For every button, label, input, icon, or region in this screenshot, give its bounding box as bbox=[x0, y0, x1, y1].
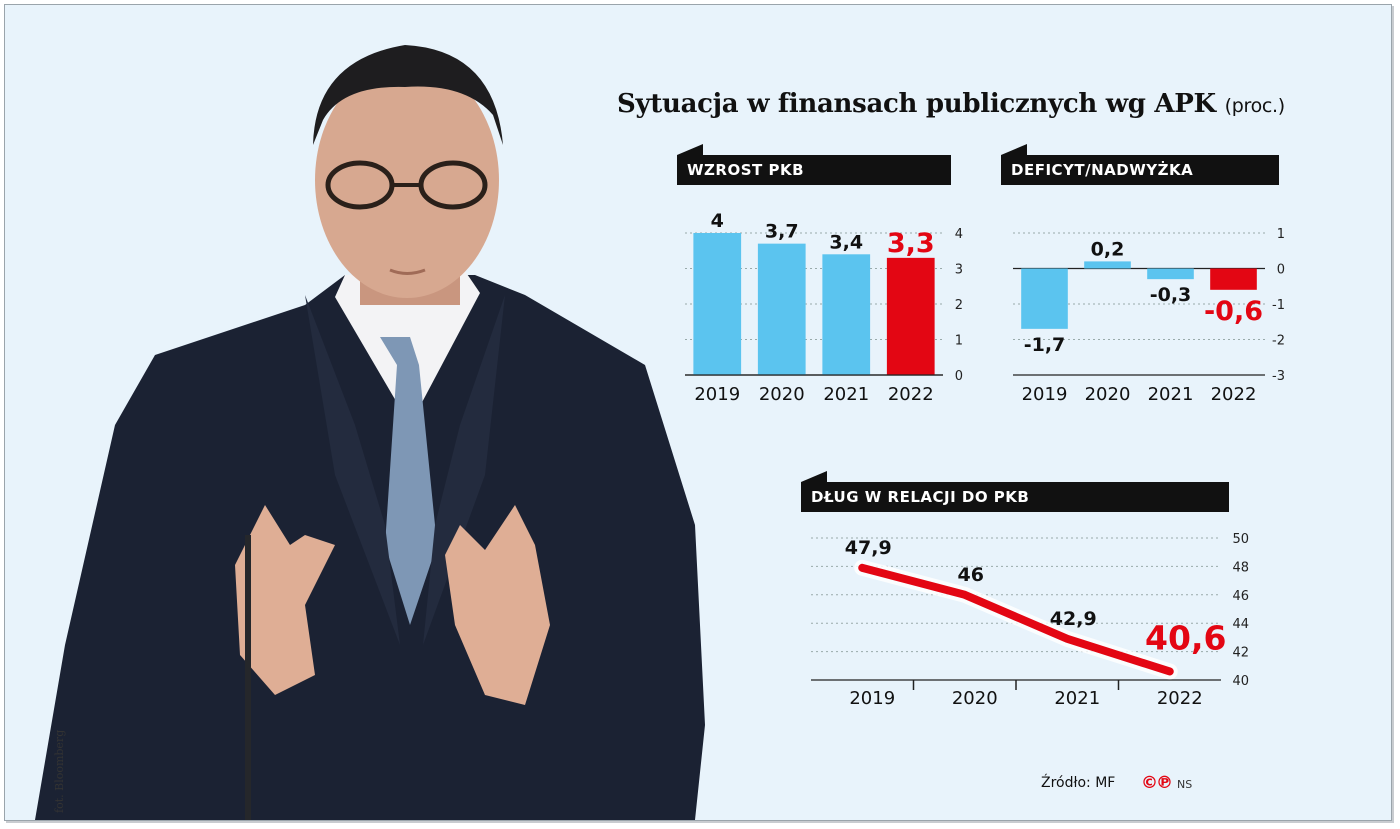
debt-value-label: 47,9 bbox=[845, 537, 892, 559]
photo-credit: fot. Bloomberg bbox=[53, 729, 66, 813]
deficit-chart: 1 0 -1 -2 -3 -1,7 2019 0,2 2020 -0,3 2021 -0,6 2022 bbox=[1013, 227, 1285, 405]
deficit-bar bbox=[1021, 268, 1068, 329]
deficit-x-tick: 2020 bbox=[1085, 384, 1131, 405]
gdp-x-tick: 2022 bbox=[888, 384, 934, 405]
debt-value-label: 40,6 bbox=[1145, 618, 1226, 657]
author-initials: NS bbox=[1177, 778, 1193, 791]
gdp-value-label: 4 bbox=[711, 210, 724, 232]
gdp-bar bbox=[757, 243, 806, 375]
deficit-value-label: -0,6 bbox=[1204, 296, 1263, 327]
deficit-x-tick: 2022 bbox=[1211, 384, 1257, 405]
deficit-value-label: 0,2 bbox=[1091, 238, 1125, 260]
deficit-y-tick: -2 bbox=[1272, 334, 1285, 349]
gdp-growth-panel-title: WZROST PKB bbox=[677, 144, 951, 185]
debt-value-label: 42,9 bbox=[1050, 608, 1097, 630]
gdp-growth-chart: 0 1 2 3 4 4 2019 3,7 2020 3,4 2021 3,3 2022 bbox=[685, 210, 963, 405]
infographic-frame: fot. Bloomberg Sytuacja w finansach publ… bbox=[4, 4, 1392, 821]
gdp-y-tick: 1 bbox=[955, 334, 963, 349]
title-text: Sytuacja w finansach publicznych wg APK bbox=[617, 89, 1216, 119]
debt-y-tick: 48 bbox=[1232, 560, 1249, 575]
source-note: Źródło: MF bbox=[1041, 775, 1116, 791]
deficit-y-tick: -3 bbox=[1272, 369, 1285, 384]
deficit-value-label: -1,7 bbox=[1024, 334, 1066, 356]
gdp-x-tick: 2019 bbox=[694, 384, 740, 405]
deficit-y-tick: 1 bbox=[1277, 227, 1285, 242]
deficit-y-tick: -1 bbox=[1272, 298, 1285, 313]
gdp-value-label: 3,4 bbox=[829, 231, 863, 253]
infographic-title: Sytuacja w finansach publicznych wg APK … bbox=[617, 89, 1285, 119]
debt-value-label: 46 bbox=[958, 564, 984, 586]
debt-x-tick: 2020 bbox=[952, 688, 998, 709]
gdp-bar bbox=[822, 254, 871, 375]
debt-x-tick: 2022 bbox=[1157, 688, 1203, 709]
debt-y-tick: 42 bbox=[1232, 646, 1249, 661]
gdp-y-tick: 4 bbox=[955, 227, 963, 242]
debt-y-tick: 44 bbox=[1232, 617, 1249, 632]
title-unit: (proc.) bbox=[1224, 95, 1286, 117]
debt-y-tick: 40 bbox=[1232, 674, 1249, 689]
gdp-y-tick: 0 bbox=[955, 369, 963, 384]
gdp-value-label: 3,3 bbox=[887, 228, 935, 259]
gdp-x-tick: 2020 bbox=[759, 384, 805, 405]
publisher-logo: ©℗ bbox=[1141, 773, 1173, 793]
debt-x-tick: 2019 bbox=[849, 688, 895, 709]
gdp-value-label: 3,7 bbox=[765, 221, 799, 243]
gdp-bar bbox=[693, 233, 742, 375]
debt-y-tick: 50 bbox=[1232, 532, 1249, 547]
gdp-bar bbox=[886, 257, 935, 375]
deficit-value-label: -0,3 bbox=[1150, 284, 1192, 306]
debt-panel-title: DŁUG W RELACJI DO PKB bbox=[801, 471, 1229, 512]
deficit-y-tick: 0 bbox=[1277, 263, 1285, 278]
gdp-x-tick: 2021 bbox=[823, 384, 869, 405]
debt-chart: 40 42 44 46 48 50 47,9 2019 46 2020 42,9 2021 40,6 20… bbox=[811, 532, 1249, 709]
deficit-x-tick: 2019 bbox=[1022, 384, 1068, 405]
debt-y-tick: 46 bbox=[1232, 589, 1249, 604]
deficit-bar bbox=[1210, 268, 1257, 290]
deficit-panel-title: DEFICYT/NADWYŻKA bbox=[1001, 144, 1279, 185]
debt-x-tick: 2021 bbox=[1054, 688, 1100, 709]
photo-politician bbox=[35, 45, 705, 820]
gdp-y-tick: 3 bbox=[955, 263, 963, 278]
debt-line bbox=[858, 563, 1174, 676]
deficit-bar bbox=[1084, 261, 1131, 269]
deficit-x-tick: 2021 bbox=[1148, 384, 1194, 405]
deficit-bar bbox=[1147, 268, 1194, 280]
gdp-y-tick: 2 bbox=[955, 298, 963, 313]
